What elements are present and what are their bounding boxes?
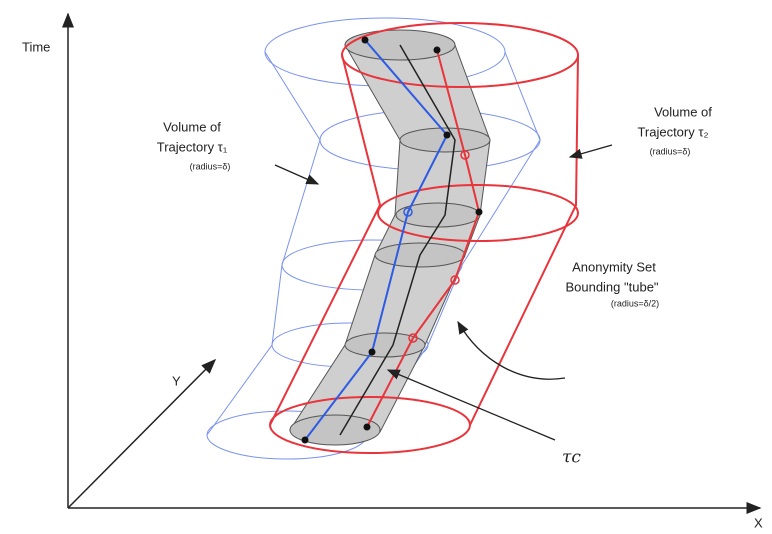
y-axis xyxy=(68,360,215,508)
volume2-note: (radius=δ) xyxy=(650,146,691,156)
tube-note: (radius=δ/2) xyxy=(611,298,659,308)
volume1-note: (radius=δ) xyxy=(190,161,231,171)
tau-c-label: τc xyxy=(562,448,581,468)
volume2-line1: Volume of xyxy=(654,104,712,119)
volume1-line2: Trajectory τ₁ xyxy=(157,139,228,154)
diagram: Time X Y Volume of Trajectory τ₁ (radius… xyxy=(0,0,772,534)
tube-line2: Bounding "tube" xyxy=(565,279,658,294)
volume2-line2: Trajectory τ₂ xyxy=(637,124,708,139)
y-label: Y xyxy=(172,373,181,388)
time-label: Time xyxy=(22,39,50,54)
tube-line1: Anonymity Set xyxy=(572,259,656,274)
x-label: X xyxy=(754,515,763,530)
volume1-line1: Volume of xyxy=(163,119,221,134)
